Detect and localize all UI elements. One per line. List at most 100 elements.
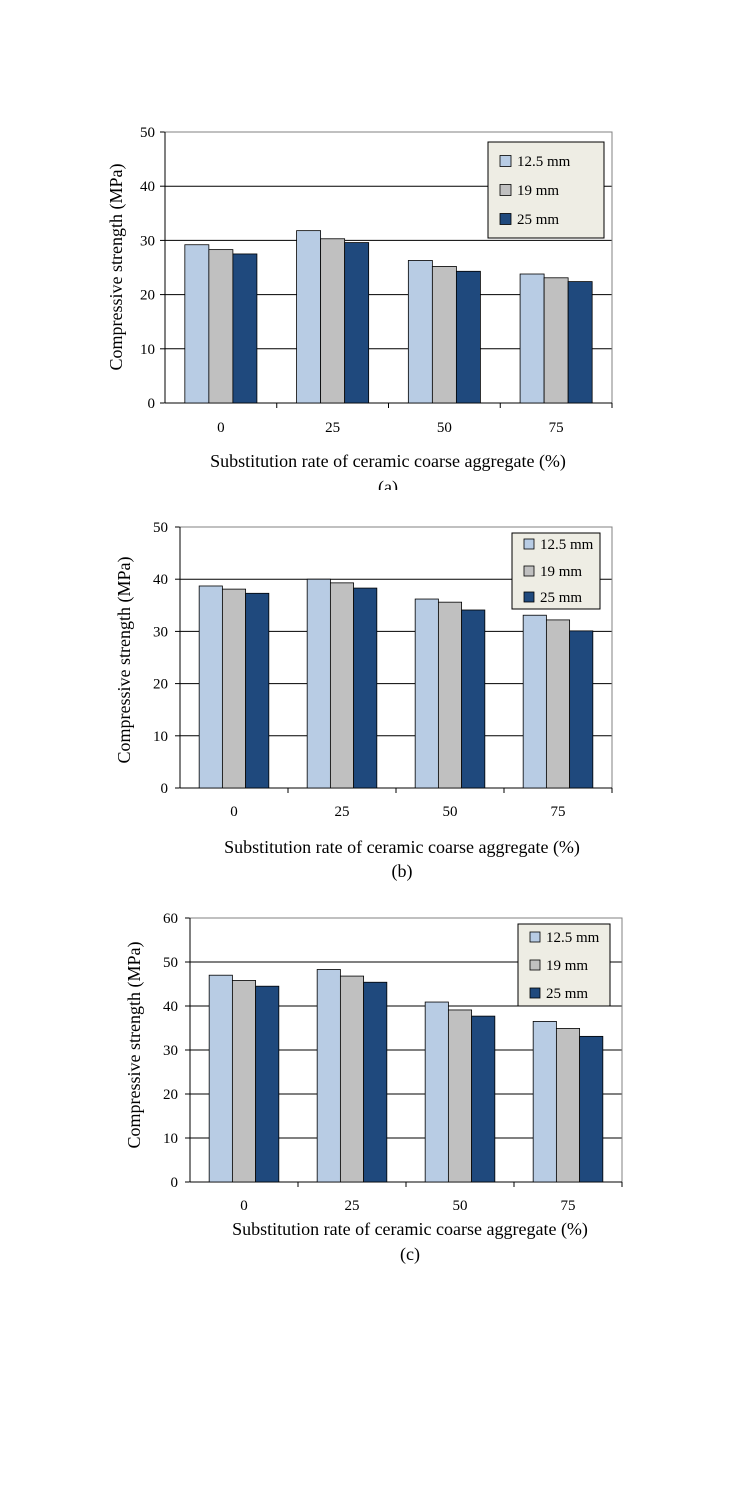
x-tick-label: 50 <box>437 420 452 436</box>
y-tick-label: 0 <box>148 396 156 412</box>
chart-panel-a: 0 10 20 30 40 50 0 25 50 75 Substitution rate of c… <box>0 110 750 490</box>
y-tick-label: 30 <box>153 624 168 640</box>
bar-2-cat-25 <box>339 975 365 1183</box>
y-axis-title: Compressive strength (MPa) <box>106 164 127 371</box>
x-tick-label: 25 <box>335 804 350 820</box>
y-tick-label: 10 <box>153 729 168 745</box>
legend-swatch-1 <box>499 155 512 167</box>
bar-2-cat-75 <box>543 277 569 404</box>
legend-label-3: 25 mm <box>546 986 588 1002</box>
legend-label-1: 12.5 mm <box>546 930 600 946</box>
bar-2-cat-25 <box>320 238 346 404</box>
bar-1-cat-50 <box>407 260 433 404</box>
bar-3-cat-50 <box>471 1015 496 1183</box>
chart-panel-b: 0 10 20 30 40 50 0 25 50 75 Substitution rate of c… <box>0 505 750 885</box>
bar-2-cat-0 <box>208 249 234 404</box>
legend-label-1: 12.5 mm <box>517 154 571 170</box>
panel-label: (c) <box>400 1244 420 1265</box>
legend-swatch-3 <box>529 987 541 999</box>
panel-label: (b) <box>392 861 413 882</box>
bar-1-cat-50 <box>424 1001 449 1183</box>
chart-panel-c: 0 10 20 30 40 50 60 0 25 50 75 Substitution rate of… <box>0 900 750 1270</box>
bar-2-cat-0 <box>231 980 257 1183</box>
bar-3-cat-0 <box>232 253 258 404</box>
x-tick-label: 0 <box>217 420 225 436</box>
x-tick-label: 75 <box>551 804 566 820</box>
bar-3-cat-50 <box>461 609 486 789</box>
bar-2-cat-25 <box>329 582 355 789</box>
legend-label-3: 25 mm <box>517 212 559 228</box>
x-axis-title: Substitution rate of ceramic coarse aggr… <box>232 1219 588 1240</box>
legend-label-1: 12.5 mm <box>540 537 594 553</box>
x-tick-label: 25 <box>345 1198 360 1214</box>
x-tick-label: 75 <box>549 420 564 436</box>
bar-1-cat-0 <box>208 974 233 1183</box>
bar-3-cat-50 <box>455 270 481 404</box>
bar-3-cat-25 <box>344 242 370 404</box>
bar-1-cat-25 <box>296 230 322 404</box>
bar-3-cat-25 <box>353 587 378 789</box>
x-tick-label: 50 <box>443 804 458 820</box>
legend-label-2: 19 mm <box>540 564 582 580</box>
y-tick-label: 20 <box>163 1087 178 1103</box>
legend-swatch-1 <box>529 931 541 943</box>
bar-3-cat-0 <box>255 985 280 1183</box>
legend-swatch-2 <box>523 565 535 577</box>
legend-label-2: 19 mm <box>517 183 559 199</box>
panel-label: (a) <box>378 477 398 490</box>
bar-3-cat-75 <box>569 630 594 789</box>
bar-3-cat-0 <box>245 592 270 789</box>
bar-1-cat-75 <box>522 614 547 789</box>
bar-1-cat-0 <box>184 244 210 404</box>
x-tick-label: 25 <box>325 420 340 436</box>
y-tick-label: 40 <box>153 572 168 588</box>
y-tick-label: 10 <box>140 342 155 358</box>
y-axis-title: Compressive strength (MPa) <box>114 557 135 764</box>
chart-a: 0 10 20 30 40 50 0 25 50 75 Substitution rate of c… <box>106 125 613 490</box>
y-tick-label: 50 <box>163 955 178 971</box>
y-tick-label: 30 <box>163 1043 178 1059</box>
y-tick-label: 50 <box>140 125 155 141</box>
bar-2-cat-0 <box>221 588 247 789</box>
bar-2-cat-75 <box>555 1028 581 1183</box>
x-tick-label: 50 <box>453 1198 468 1214</box>
y-tick-label: 40 <box>163 999 178 1015</box>
x-axis-title: Substitution rate of ceramic coarse aggr… <box>224 837 580 858</box>
x-axis-title: Substitution rate of ceramic coarse aggr… <box>210 451 566 472</box>
y-tick-label: 50 <box>153 520 168 536</box>
legend-swatch-1 <box>523 538 535 550</box>
y-tick-label: 0 <box>161 781 169 797</box>
bar-3-cat-75 <box>579 1035 604 1183</box>
chart-c: 0 10 20 30 40 50 60 0 25 50 75 Substitution rate of… <box>124 911 623 1265</box>
y-tick-label: 20 <box>140 288 155 304</box>
legend-swatch-2 <box>499 184 512 196</box>
legend-swatch-3 <box>499 213 512 225</box>
bar-1-cat-75 <box>519 273 545 404</box>
legend-swatch-3 <box>523 591 535 603</box>
legend-label-2: 19 mm <box>546 958 588 974</box>
bar-1-cat-75 <box>532 1021 557 1183</box>
bar-3-cat-25 <box>363 981 388 1183</box>
bar-1-cat-25 <box>306 578 331 789</box>
bar-2-cat-75 <box>545 619 571 789</box>
x-tick-label: 0 <box>240 1198 248 1214</box>
y-tick-label: 40 <box>140 179 155 195</box>
legend-swatch-2 <box>529 959 541 971</box>
chart-b: 0 10 20 30 40 50 0 25 50 75 Substitution rate of c… <box>114 520 613 882</box>
bar-1-cat-25 <box>316 969 341 1183</box>
y-axis-title: Compressive strength (MPa) <box>124 942 145 1149</box>
bar-3-cat-75 <box>567 281 593 404</box>
y-tick-label: 20 <box>153 677 168 693</box>
legend-label-3: 25 mm <box>540 590 582 606</box>
bar-2-cat-50 <box>437 601 463 789</box>
bar-1-cat-50 <box>414 598 439 789</box>
x-tick-label: 75 <box>561 1198 576 1214</box>
y-tick-label: 0 <box>171 1175 179 1191</box>
x-tick-label: 0 <box>230 804 238 820</box>
y-tick-label: 60 <box>163 911 178 927</box>
bar-2-cat-50 <box>447 1009 473 1183</box>
y-tick-label: 10 <box>163 1131 178 1147</box>
bar-2-cat-50 <box>431 266 457 404</box>
y-tick-label: 30 <box>140 233 155 249</box>
bar-1-cat-0 <box>198 585 223 789</box>
